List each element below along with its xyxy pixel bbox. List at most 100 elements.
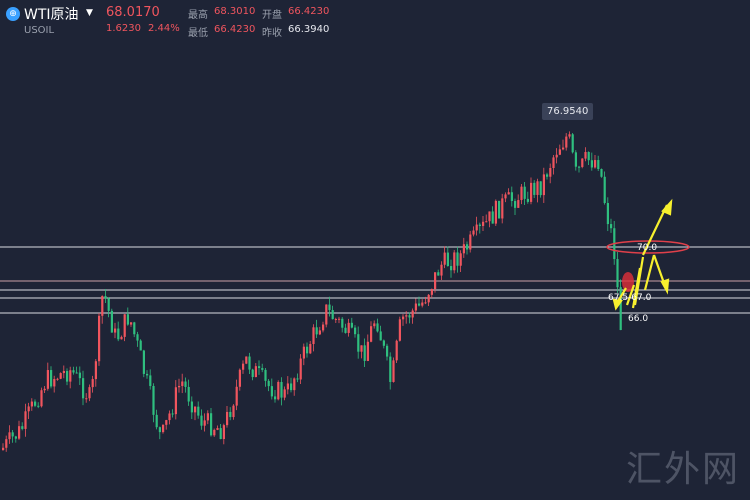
- candle-body: [574, 152, 577, 167]
- stat-value-high: 68.3010: [214, 6, 256, 17]
- candle-body: [587, 151, 590, 161]
- candle-body: [181, 381, 184, 386]
- candle-body: [379, 331, 382, 341]
- candle-body: [514, 201, 517, 208]
- candle-body: [392, 360, 395, 382]
- candle-body: [174, 387, 177, 415]
- candle-body: [222, 425, 225, 440]
- candle-body: [376, 323, 379, 332]
- candle-body: [440, 264, 443, 276]
- candle-body: [414, 303, 417, 311]
- candle-body: [264, 369, 267, 381]
- symbol-logo-icon: ⊕: [6, 7, 20, 21]
- candle-body: [510, 192, 513, 202]
- candle-body: [610, 224, 613, 229]
- stat-value-low: 66.4230: [214, 24, 256, 35]
- candle-body: [27, 406, 30, 412]
- candle-body: [43, 388, 46, 391]
- candle-body: [219, 428, 222, 440]
- candle-body: [520, 186, 523, 201]
- candle-body: [210, 413, 213, 436]
- arrow-up-70: [633, 256, 645, 306]
- candle-body: [200, 415, 203, 426]
- candle-body: [350, 322, 353, 328]
- candle-body: [21, 426, 24, 429]
- candle-body: [30, 401, 33, 407]
- candle-body: [453, 252, 456, 271]
- candle-body: [216, 428, 219, 430]
- candle-body: [238, 369, 241, 387]
- candle-body: [8, 432, 11, 440]
- candle-body: [146, 373, 149, 376]
- candle-body: [325, 304, 328, 325]
- candle-body: [315, 327, 318, 335]
- candle-body: [373, 323, 376, 327]
- candle-body: [389, 356, 392, 382]
- candle-body: [418, 303, 421, 306]
- candle-body: [248, 356, 251, 370]
- level-label-675: 67.5-67.0: [608, 293, 652, 303]
- candle-body: [466, 244, 469, 250]
- watermark-logo: 汇外网: [625, 449, 740, 490]
- candle-body: [578, 166, 581, 168]
- candle-body: [56, 378, 59, 380]
- candle-body: [213, 429, 216, 436]
- candle-body: [523, 186, 526, 199]
- arrows-group: [612, 198, 673, 311]
- chevron-down-icon[interactable]: ▼: [86, 8, 93, 18]
- candle-body: [501, 198, 504, 219]
- candle-body: [277, 381, 280, 400]
- candle-body: [98, 315, 101, 362]
- arrowhead-2: [660, 278, 670, 295]
- candle-body: [14, 436, 17, 439]
- candle-body: [66, 370, 69, 382]
- candle-body: [101, 296, 104, 316]
- candle-body: [443, 252, 446, 265]
- arrow-down-right: [631, 267, 642, 309]
- candle-body: [251, 369, 254, 378]
- candle-body: [53, 378, 56, 387]
- candle-body: [485, 221, 488, 223]
- candle-body: [290, 383, 293, 391]
- stat-value-prev-close: 66.3940: [288, 24, 330, 35]
- candle-body: [283, 389, 286, 398]
- candle-body: [114, 328, 117, 333]
- candle-body: [354, 327, 357, 335]
- candle-body: [322, 324, 325, 331]
- stat-label-high: 最高: [188, 10, 208, 21]
- candle-body: [91, 379, 94, 388]
- candle-body: [104, 296, 107, 299]
- candle-body: [312, 327, 315, 345]
- candle-body: [229, 411, 232, 418]
- candle-body: [302, 346, 305, 359]
- candle-body: [155, 414, 158, 428]
- symbol-name[interactable]: WTI原油: [24, 7, 79, 23]
- candle-body: [306, 346, 309, 354]
- candle-body: [475, 224, 478, 231]
- ticker-code: USOIL: [24, 25, 55, 36]
- candle-body: [318, 330, 321, 335]
- candle-body: [149, 375, 152, 386]
- candle-body: [386, 345, 389, 357]
- candle-body: [424, 302, 427, 304]
- candle-body: [69, 370, 72, 382]
- candle-body: [357, 334, 360, 352]
- candle-body: [590, 160, 593, 168]
- candle-body: [46, 370, 49, 389]
- candle-body: [254, 366, 257, 378]
- candle-body: [584, 151, 587, 159]
- candle-body: [456, 252, 459, 266]
- candle-body: [597, 160, 600, 170]
- candle-body: [552, 157, 555, 169]
- candle-body: [430, 289, 433, 295]
- candle-body: [274, 396, 277, 400]
- candle-body: [562, 147, 565, 150]
- candle-body: [334, 318, 337, 320]
- candle-body: [459, 253, 462, 266]
- candle-body: [542, 174, 545, 196]
- candle-body: [235, 386, 238, 406]
- candle-body: [408, 315, 411, 318]
- candle-body: [568, 134, 571, 137]
